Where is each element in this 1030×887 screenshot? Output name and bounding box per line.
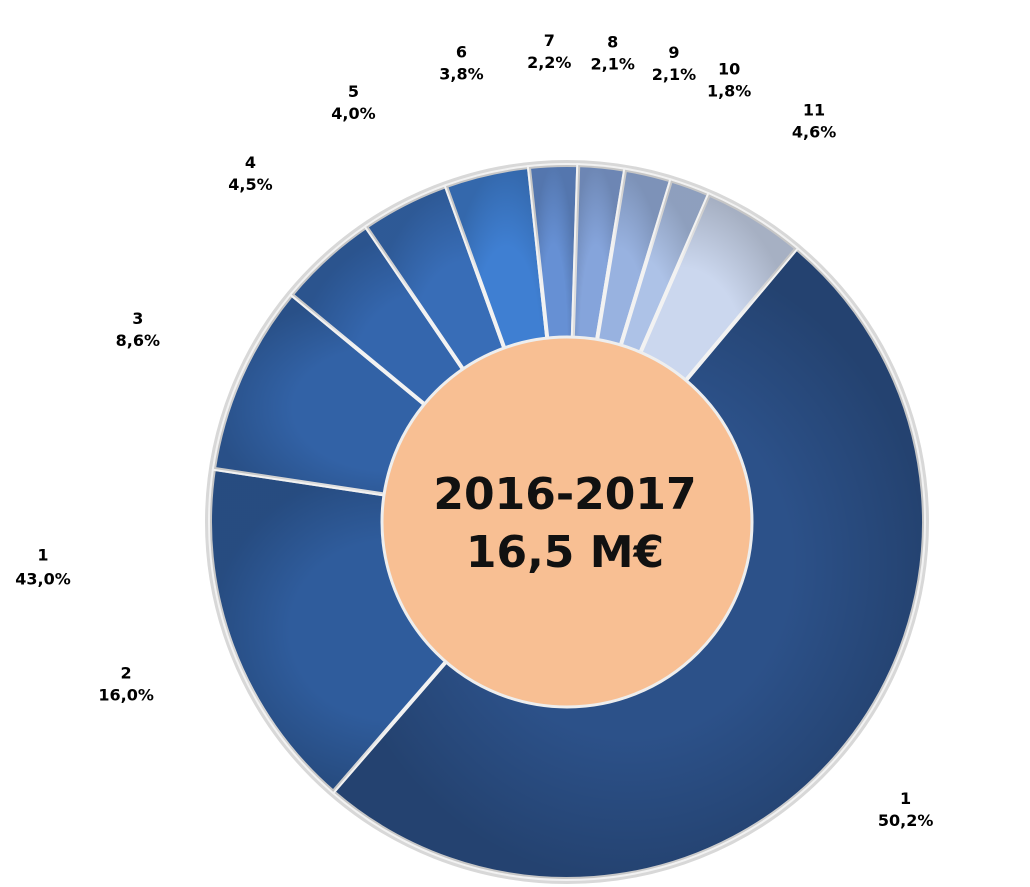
slice-category: 8 <box>607 33 618 52</box>
slice-value: 50,2% <box>878 811 934 830</box>
slice-category: 6 <box>456 42 467 61</box>
slice-category: 10 <box>718 59 740 78</box>
slice-value: 2,1% <box>591 55 635 74</box>
slice-value: 1,8% <box>707 81 751 100</box>
slice-category: 1 <box>900 789 911 808</box>
slice-category: 11 <box>803 101 825 120</box>
slice-value: 4,6% <box>792 123 836 142</box>
slice-category: 3 <box>132 309 143 328</box>
outer-ring <box>205 160 929 884</box>
slice-category: 4 <box>245 153 256 172</box>
slice-value: 3,8% <box>439 64 483 83</box>
annotation-category: 1 <box>37 546 48 565</box>
slice-value: 2,2% <box>527 53 571 72</box>
slice-category: 2 <box>121 663 132 682</box>
slice-value: 4,5% <box>228 175 272 194</box>
slice-value: 4,0% <box>331 104 375 123</box>
annotation-label: 43,0% <box>15 570 71 589</box>
center-circle <box>380 335 754 709</box>
slice-category: 9 <box>668 43 679 62</box>
slice-value: 2,1% <box>652 65 696 84</box>
slice-value: 16,0% <box>98 685 154 704</box>
center-label: 2016-2017 <box>433 469 696 520</box>
center-label: 16,5 M€ <box>466 527 664 578</box>
slice-category: 7 <box>544 31 555 50</box>
slice-value: 8,6% <box>116 331 160 350</box>
slice-category: 5 <box>348 82 359 101</box>
